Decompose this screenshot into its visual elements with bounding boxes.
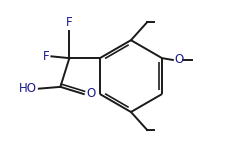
Text: F: F [43, 50, 50, 63]
Text: HO: HO [19, 82, 37, 95]
Text: F: F [66, 16, 73, 29]
Text: O: O [86, 87, 96, 100]
Text: O: O [175, 54, 184, 66]
